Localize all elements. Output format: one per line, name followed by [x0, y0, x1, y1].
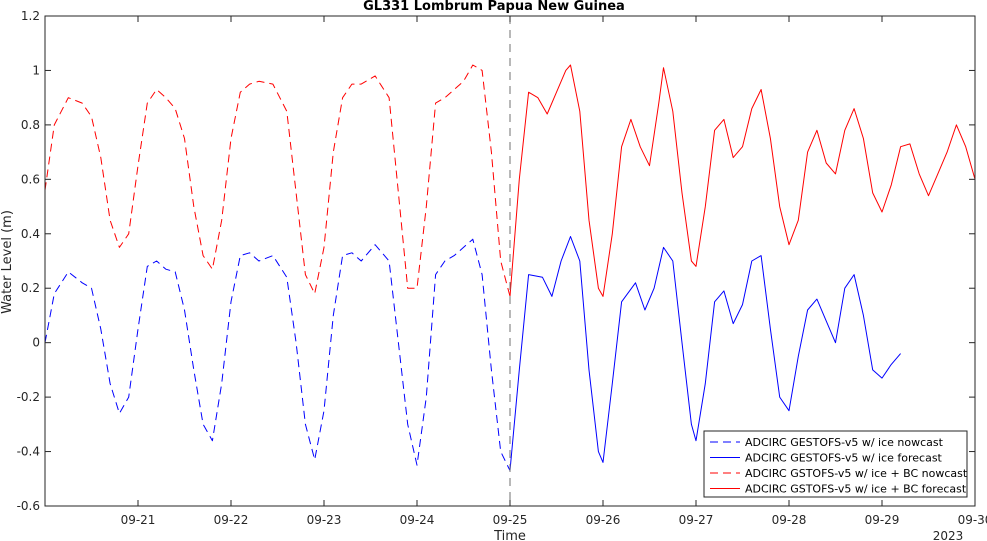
legend-box [703, 430, 968, 498]
series-line-2 [509, 236, 901, 471]
series-line-3 [44, 64, 511, 297]
x-tick-label: 09-27 [679, 513, 714, 527]
legend-label-1: ADCIRC GESTOFS-v5 w/ ice nowcast [745, 436, 944, 449]
x-axis-year-label: 2023 [933, 529, 964, 541]
x-axis-label: Time [493, 529, 526, 541]
legend: ADCIRC GESTOFS-v5 w/ ice nowcast ADCIRC G… [703, 430, 968, 498]
chart-title: GL331 Lombrum Papua New Guinea [363, 0, 625, 14]
y-tick-label: 1 [32, 63, 40, 77]
y-tick-label: -0.6 [17, 499, 40, 513]
series-layer [44, 64, 976, 471]
series-line-1 [44, 238, 511, 471]
legend-label-4: ADCIRC GSTOFS-v5 w/ ice + BC forecast [745, 483, 967, 496]
x-tick-label: 09-30 [958, 513, 987, 527]
y-tick-label: -0.4 [17, 445, 40, 459]
y-tick-label: 0.4 [21, 227, 40, 241]
y-tick-label: 0.8 [21, 118, 40, 132]
x-tick-label: 09-22 [214, 513, 249, 527]
y-tick-label: 0.2 [21, 281, 40, 295]
x-tick-label: 09-25 [493, 513, 528, 527]
series-line-4 [509, 64, 976, 297]
y-axis-label: Water Level (m) [0, 210, 15, 314]
x-tick-label: 09-29 [865, 513, 900, 527]
x-tick-label: 09-21 [121, 513, 156, 527]
x-tick-label: 09-26 [586, 513, 621, 527]
x-ticks: 09-21 09-22 09-23 09-24 09-25 09-26 09-27 09-28… [121, 16, 987, 527]
y-tick-label: 0 [32, 336, 40, 350]
y-tick-label: 0.6 [21, 172, 40, 186]
x-tick-label: 09-24 [400, 513, 435, 527]
x-tick-label: 09-23 [307, 513, 342, 527]
legend-label-2: ADCIRC GESTOFS-v5 w/ ice forecast [745, 452, 943, 465]
y-tick-label: -0.2 [17, 390, 40, 404]
legend-label-3: ADCIRC GSTOFS-v5 w/ ice + BC nowcast [745, 467, 968, 480]
plot-area: 09-21 09-22 09-23 09-24 09-25 09-26 09-27 09-28… [17, 9, 987, 527]
y-tick-label: 1.2 [21, 9, 40, 23]
x-tick-label: 09-28 [772, 513, 807, 527]
y-ticks: -0.6 -0.4 -0.2 0 0.2 0.4 0.6 0.8 1 1.2 [17, 9, 975, 513]
